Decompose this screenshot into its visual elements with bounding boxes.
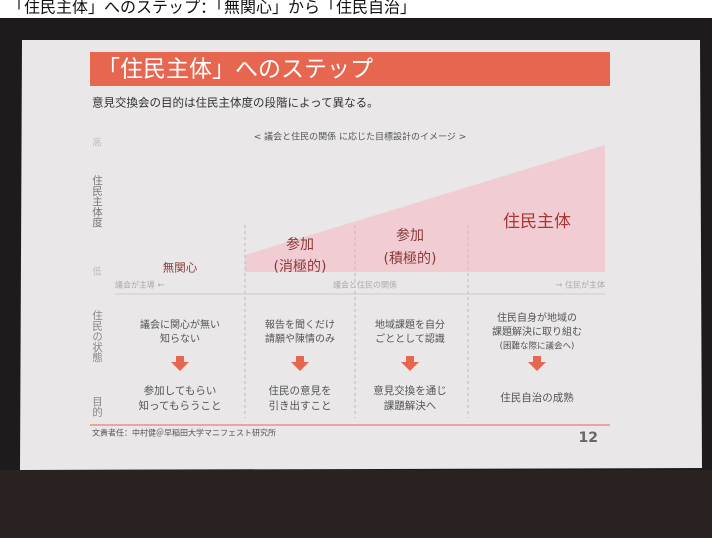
state-text: 報告を聞くだけ bbox=[265, 318, 335, 331]
column-label: 住民主体 bbox=[503, 212, 571, 232]
header-note: < 議会と住民の関係 に応じた目標設計のイメージ > bbox=[254, 131, 467, 143]
column-label: (積極的) bbox=[384, 251, 437, 267]
column-label: 無関心 bbox=[163, 261, 198, 275]
relation-right: → 住民が主体 bbox=[556, 280, 605, 290]
purpose-text: 引き出すこと bbox=[269, 399, 332, 412]
column-label: (消極的) bbox=[274, 259, 327, 275]
caption: 「住民主体」へのステップ：「無関心」から「住民自治」 bbox=[8, 0, 416, 17]
state-text: 課題解決に取り組む bbox=[492, 325, 582, 338]
axis-top: 高 bbox=[92, 137, 101, 149]
state-text: 知らない bbox=[160, 332, 200, 345]
subtitle: 意見交換会の目的は住民主体度の段階によって異なる。 bbox=[92, 96, 379, 110]
state-label: 住民の状態 bbox=[91, 309, 103, 362]
purpose-text: 課題解決へ bbox=[384, 399, 437, 412]
column-label: 参加 bbox=[396, 227, 424, 244]
axis-label: 住民主体度 bbox=[91, 174, 103, 228]
title-bar bbox=[90, 52, 610, 86]
purpose-label: 目的 bbox=[91, 396, 103, 418]
purpose-text: 住民自治の成熟 bbox=[500, 391, 574, 404]
state-text: 地域課題を自分 bbox=[375, 318, 445, 331]
down-arrow bbox=[401, 356, 419, 371]
down-arrow bbox=[171, 356, 189, 371]
state-text: 請願や陳情のみ bbox=[265, 332, 335, 345]
purpose-text: 意見交換を通じ bbox=[373, 384, 447, 397]
floor bbox=[0, 470, 712, 538]
axis-bottom: 低 bbox=[92, 266, 101, 278]
purpose-text: 住民の意見を bbox=[269, 384, 332, 397]
down-arrow bbox=[291, 356, 309, 371]
credit: 文責者任：中村健＠早稲田大学マニフェスト研究所 bbox=[92, 428, 276, 438]
purpose-text: 参加してもらい bbox=[144, 384, 217, 397]
state-text: (困難な際に議会へ) bbox=[500, 341, 575, 352]
page-number: 12 bbox=[579, 430, 598, 446]
relation-left: 議会が主導 ← bbox=[115, 280, 165, 290]
relation-center: 議会と住民の関係 bbox=[333, 280, 397, 290]
purpose-text: 知ってもらうこと bbox=[139, 399, 222, 412]
state-text: ごととして認識 bbox=[375, 332, 445, 345]
state-text: 議会に関心が無い bbox=[140, 318, 220, 331]
level-wedge bbox=[245, 145, 605, 272]
caption-strip bbox=[0, 0, 712, 18]
column-label: 参加 bbox=[286, 236, 314, 253]
down-arrow bbox=[528, 356, 546, 371]
state-text: 住民自身が地域の bbox=[497, 311, 577, 324]
slide-title: 「住民主体」へのステップ bbox=[97, 57, 373, 83]
